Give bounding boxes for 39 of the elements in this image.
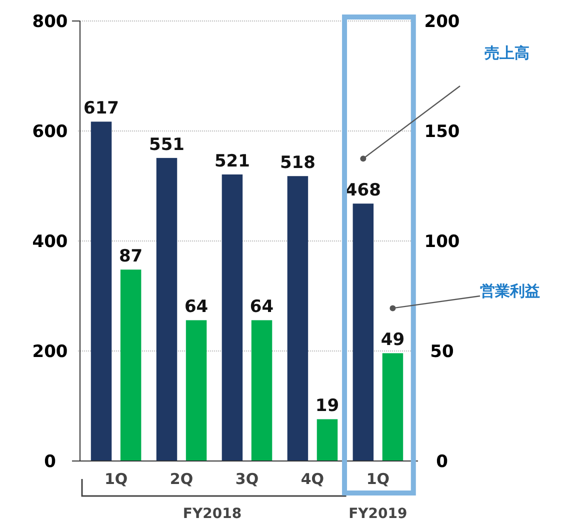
x-tick-label: 4Q	[300, 470, 324, 488]
bar	[287, 176, 308, 461]
data-label: 19	[315, 396, 340, 416]
x-tick-label: 1Q	[366, 470, 390, 488]
y2-tick-label: 200	[424, 12, 460, 32]
bar	[90, 122, 112, 461]
data-label: 64	[184, 297, 208, 318]
text: 営業利益	[480, 282, 540, 300]
y-tick-label: 400	[32, 232, 68, 252]
data-label: 521	[214, 151, 250, 172]
y2-tick-label: 0	[436, 452, 448, 472]
y-tick-label: 200	[32, 342, 68, 362]
bar	[251, 320, 272, 461]
data-label: 518	[280, 153, 316, 174]
x-tick-label: 1Q	[104, 470, 128, 488]
text: FY2019	[348, 506, 408, 522]
bar	[316, 419, 338, 461]
bar	[382, 353, 404, 461]
data-label: 64	[250, 297, 274, 318]
bar	[156, 158, 178, 461]
bar	[352, 204, 374, 461]
y-tick-label: 800	[32, 12, 68, 32]
data-label: 87	[118, 246, 143, 267]
data-label: 468	[345, 180, 381, 201]
data-label: 617	[84, 98, 120, 119]
text: 売上高	[484, 44, 530, 62]
bar	[186, 320, 207, 461]
x-tick-label: 2Q	[170, 470, 194, 488]
bar	[120, 270, 142, 461]
y2-tick-label: 150	[424, 122, 460, 142]
y2-tick-label: 50	[430, 342, 454, 362]
x-tick-label: 3Q	[235, 470, 259, 488]
text: FY2018	[182, 506, 242, 522]
y-tick-label: 0	[44, 452, 56, 472]
data-label: 551	[149, 134, 184, 155]
y-tick-label: 600	[32, 122, 68, 142]
data-label: 49	[380, 330, 405, 350]
bar	[222, 174, 243, 461]
y2-tick-label: 100	[424, 232, 460, 252]
